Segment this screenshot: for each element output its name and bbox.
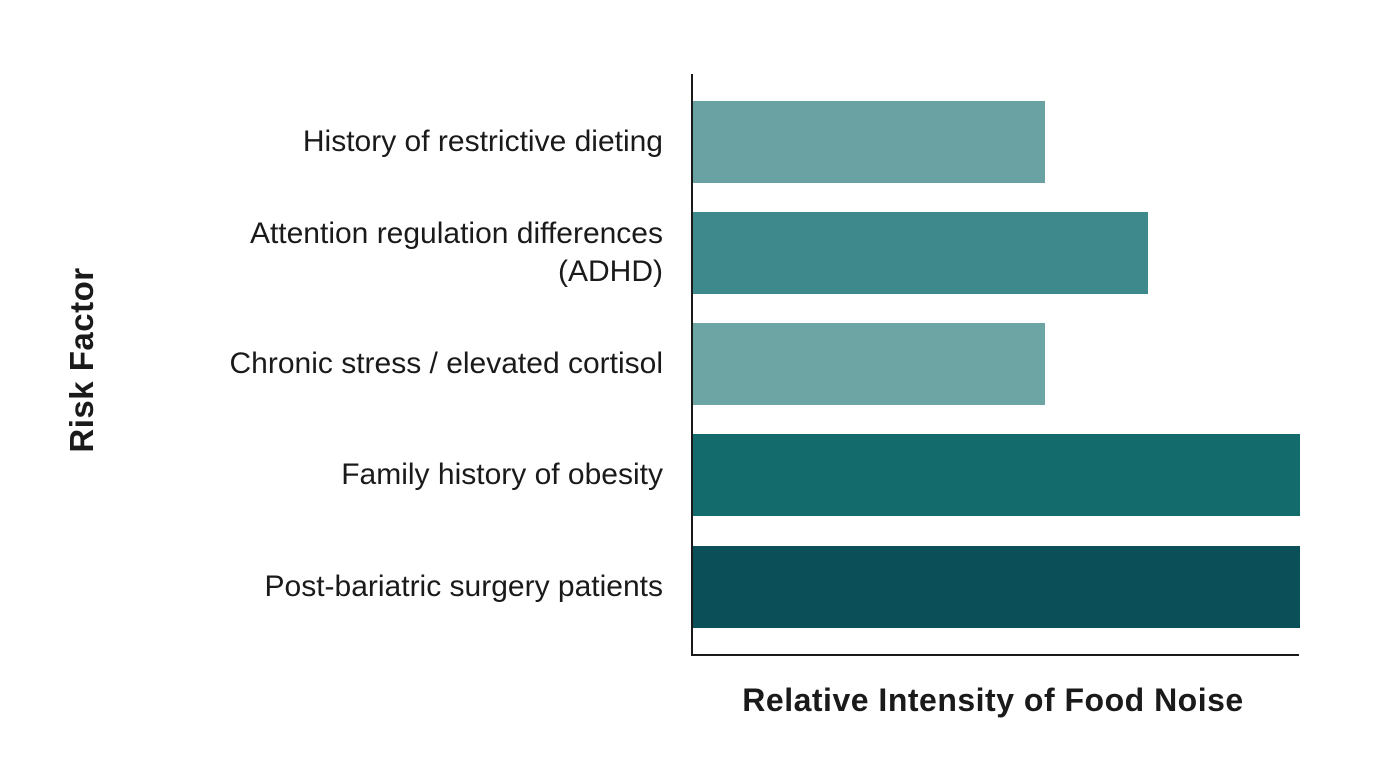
bar	[693, 546, 1300, 628]
bar	[693, 101, 1045, 183]
y-axis-title: Risk Factor	[63, 267, 100, 453]
category-label: History of restrictive dieting	[302, 125, 663, 158]
category-label: Family history of obesity	[341, 458, 663, 491]
bar	[693, 434, 1300, 516]
bar	[693, 212, 1148, 294]
category-label: Attention regulation differences (ADHD)	[249, 217, 663, 288]
category-labels: History of restrictive dieting Attention …	[100, 0, 663, 768]
plot-area	[691, 74, 1300, 656]
category-label: Post-bariatric surgery patients	[264, 570, 664, 603]
bar	[693, 323, 1045, 405]
x-axis-title: Relative Intensity of Food Noise	[742, 682, 1244, 718]
category-label: Chronic stress / elevated cortisol	[229, 347, 663, 380]
